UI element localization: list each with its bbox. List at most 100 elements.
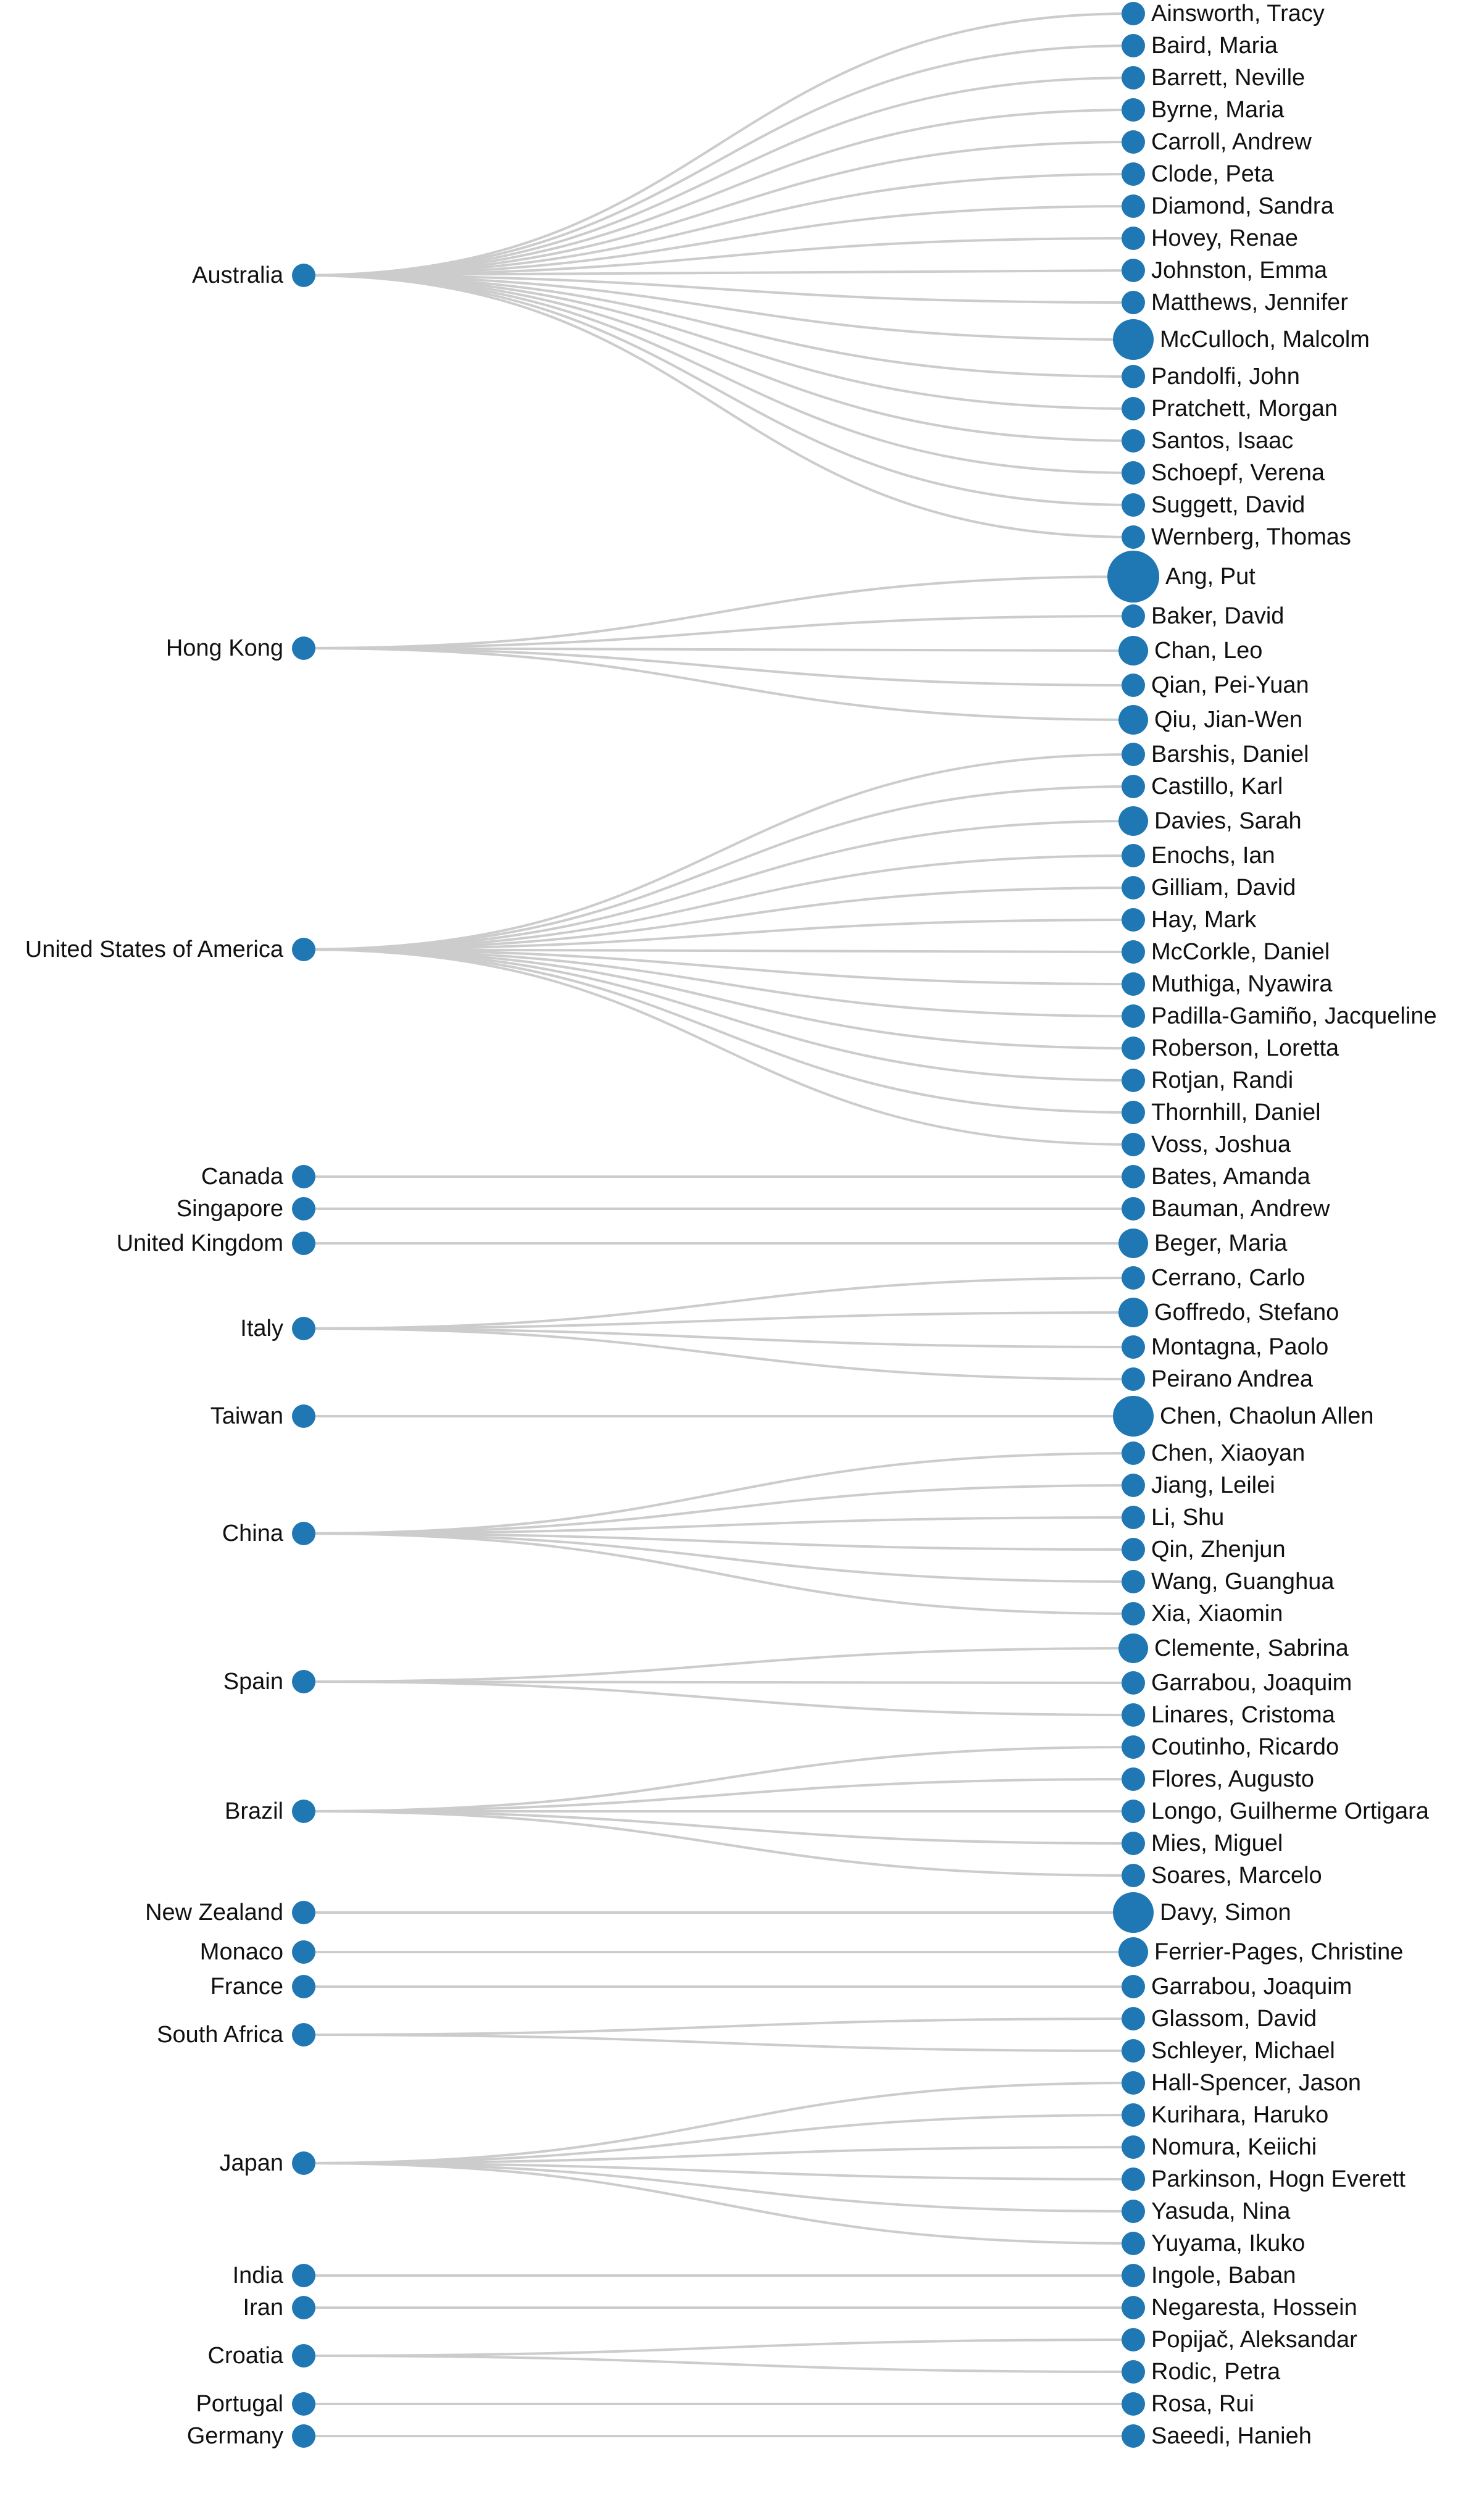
researcher-node[interactable] <box>1118 1229 1148 1258</box>
researcher-node[interactable] <box>1122 2 1145 25</box>
country-node[interactable] <box>292 2296 315 2319</box>
researcher-node[interactable] <box>1122 461 1145 485</box>
country-node[interactable] <box>292 636 315 660</box>
researcher-node[interactable] <box>1122 1165 1145 1188</box>
researcher-node[interactable] <box>1122 2232 1145 2255</box>
researcher-node[interactable] <box>1122 2328 1145 2351</box>
researcher-node[interactable] <box>1122 1767 1145 1791</box>
researcher-node[interactable] <box>1122 291 1145 314</box>
country-node[interactable] <box>292 1232 315 1255</box>
country-node[interactable] <box>292 2151 315 2175</box>
researcher-node[interactable] <box>1122 1864 1145 1887</box>
researcher-label: Cerrano, Carlo <box>1151 1265 1305 1291</box>
country-node[interactable] <box>292 2424 315 2448</box>
researcher-node[interactable] <box>1122 525 1145 549</box>
researcher-node[interactable] <box>1122 2039 1145 2063</box>
researcher-node[interactable] <box>1122 1069 1145 1092</box>
researcher-node[interactable] <box>1122 1133 1145 1156</box>
country-node[interactable] <box>292 938 315 961</box>
researcher-label: Garrabou, Joaquim <box>1151 1974 1352 2000</box>
researcher-node[interactable] <box>1122 2424 1145 2448</box>
country-node[interactable] <box>292 1940 315 1964</box>
researcher-node[interactable] <box>1118 1633 1148 1663</box>
country-node[interactable] <box>292 1975 315 1998</box>
country-node[interactable] <box>292 2264 315 2287</box>
researcher-node[interactable] <box>1122 743 1145 766</box>
researcher-node[interactable] <box>1122 1474 1145 1497</box>
researcher-node[interactable] <box>1122 1735 1145 1759</box>
researcher-node[interactable] <box>1122 1335 1145 1359</box>
researcher-node[interactable] <box>1122 2071 1145 2095</box>
researcher-node[interactable] <box>1122 66 1145 90</box>
researcher-node[interactable] <box>1122 1197 1145 1220</box>
researcher-node[interactable] <box>1122 1101 1145 1124</box>
researcher-node[interactable] <box>1122 1975 1145 1998</box>
researcher-node[interactable] <box>1122 2264 1145 2287</box>
country-node[interactable] <box>292 1165 315 1188</box>
researcher-node[interactable] <box>1122 194 1145 218</box>
link-spain-garrabou-joaquim <box>303 1680 1134 1684</box>
researcher-node[interactable] <box>1122 908 1145 932</box>
researcher-node[interactable] <box>1122 2135 1145 2159</box>
researcher-node[interactable] <box>1122 1538 1145 1561</box>
country-node[interactable] <box>292 264 315 287</box>
researcher-node[interactable] <box>1122 1506 1145 1529</box>
researcher-node[interactable] <box>1122 2360 1145 2384</box>
researcher-node[interactable] <box>1122 1441 1145 1465</box>
researcher-label: Enochs, Ian <box>1151 843 1275 869</box>
researcher-node[interactable] <box>1122 1671 1145 1695</box>
country-node[interactable] <box>292 1197 315 1220</box>
researcher-node[interactable] <box>1122 1703 1145 1727</box>
country-node[interactable] <box>292 2344 315 2368</box>
country-node[interactable] <box>292 2392 315 2416</box>
researcher-node[interactable] <box>1122 2007 1145 2030</box>
researcher-node[interactable] <box>1122 1800 1145 1823</box>
researcher-node[interactable] <box>1122 227 1145 250</box>
researcher-node[interactable] <box>1122 2392 1145 2416</box>
country-node[interactable] <box>292 2023 315 2046</box>
country-node[interactable] <box>292 1901 315 1924</box>
researcher-node[interactable] <box>1122 493 1145 517</box>
country-node[interactable] <box>292 1404 315 1428</box>
researcher-node[interactable] <box>1122 2296 1145 2319</box>
researcher-node[interactable] <box>1118 705 1148 735</box>
researcher-node[interactable] <box>1113 1892 1154 1933</box>
researcher-node[interactable] <box>1122 2200 1145 2223</box>
researcher-node[interactable] <box>1122 876 1145 899</box>
researcher-node[interactable] <box>1122 98 1145 122</box>
researcher-node[interactable] <box>1122 1004 1145 1028</box>
researcher-node[interactable] <box>1118 1298 1148 1327</box>
researcher-node[interactable] <box>1122 844 1145 867</box>
researcher-node[interactable] <box>1122 604 1145 628</box>
country-node[interactable] <box>292 1670 315 1693</box>
country-node[interactable] <box>292 1522 315 1545</box>
researcher-node[interactable] <box>1118 1937 1148 1967</box>
researcher-node[interactable] <box>1122 365 1145 388</box>
country-node[interactable] <box>292 1317 315 1340</box>
researcher-node[interactable] <box>1122 1266 1145 1290</box>
researcher-node[interactable] <box>1122 162 1145 186</box>
researcher-node[interactable] <box>1122 130 1145 154</box>
researcher-node[interactable] <box>1113 1396 1154 1437</box>
researcher-node[interactable] <box>1122 1832 1145 1855</box>
researcher-node[interactable] <box>1122 397 1145 420</box>
researcher-node[interactable] <box>1122 34 1145 57</box>
researcher-node[interactable] <box>1122 2167 1145 2191</box>
researcher-node[interactable] <box>1122 259 1145 282</box>
researcher-node[interactable] <box>1113 319 1154 360</box>
researcher-node[interactable] <box>1122 1367 1145 1391</box>
researcher-node[interactable] <box>1122 2103 1145 2127</box>
researcher-node[interactable] <box>1118 636 1148 665</box>
country-node[interactable] <box>292 1800 315 1823</box>
researcher-node[interactable] <box>1122 940 1145 964</box>
researcher-node[interactable] <box>1118 806 1148 836</box>
researcher-node[interactable] <box>1122 1037 1145 1060</box>
researcher-node[interactable] <box>1122 674 1145 697</box>
researcher-node[interactable] <box>1122 972 1145 996</box>
researcher-node[interactable] <box>1122 429 1145 453</box>
researcher-node[interactable] <box>1122 1602 1145 1625</box>
researcher-label: Negaresta, Hossein <box>1151 2295 1357 2321</box>
researcher-node[interactable] <box>1107 551 1159 603</box>
researcher-node[interactable] <box>1122 1570 1145 1593</box>
researcher-node[interactable] <box>1122 775 1145 798</box>
